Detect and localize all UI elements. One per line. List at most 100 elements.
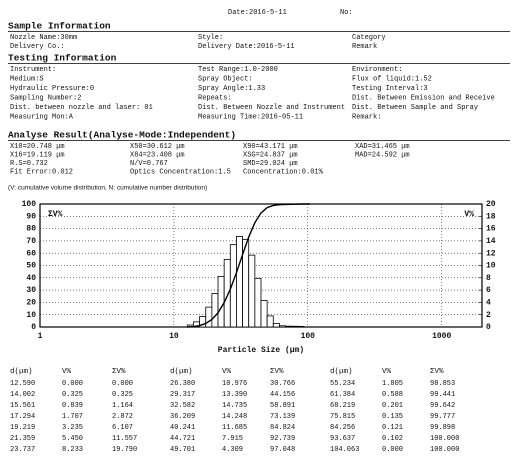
bar xyxy=(279,325,286,328)
bar xyxy=(254,277,262,328)
table-cell: 0.000 xyxy=(112,380,133,388)
info-field: Dist. Between Sample and Spray xyxy=(352,104,478,112)
info-field: Flux of liquid:1.52 xyxy=(352,75,432,83)
info-field: Medium:S xyxy=(10,75,44,83)
table-cell: 0.121 xyxy=(382,424,403,432)
table-cell: 6.107 xyxy=(112,424,133,432)
info-field: Spray Object: xyxy=(198,75,253,83)
y-tick-label: 80 xyxy=(26,225,36,234)
section-title: Testing Information xyxy=(8,53,117,64)
date: Date:2016-5-11 xyxy=(228,9,287,17)
info-field: X10=20.748 μm xyxy=(10,143,65,151)
y-tick-label: 100 xyxy=(22,200,37,209)
info-field: Concentration:0.01% xyxy=(243,168,324,176)
x-tick-label: 1000 xyxy=(432,332,451,341)
table-cell: 84.824 xyxy=(270,424,295,432)
x-axis-label: Particle Size (μm) xyxy=(218,346,304,355)
note: (V: cumulative volume distribution, N: c… xyxy=(8,185,207,192)
y2-tick-label: 10 xyxy=(486,262,496,271)
table-cell: 14.735 xyxy=(222,402,247,410)
table-header: d(μm) xyxy=(10,368,33,376)
bar xyxy=(266,315,274,328)
table-cell: 40.241 xyxy=(170,424,195,432)
table-cell: 104.063 xyxy=(330,446,359,454)
table-cell: 93.637 xyxy=(330,435,355,443)
info-field: X16=19.119 μm xyxy=(10,151,65,159)
table-cell: 100.000 xyxy=(430,435,459,443)
table-cell: 68.219 xyxy=(330,402,355,410)
y-tick-label: 10 xyxy=(26,311,36,320)
table-cell: 0.000 xyxy=(382,446,403,454)
table-cell: 84.256 xyxy=(330,424,355,432)
y2-tick-label: 12 xyxy=(486,249,496,258)
info-field: N/V=0.767 xyxy=(130,160,168,168)
x-tick-label: 1 xyxy=(38,332,43,341)
table-cell: 0.325 xyxy=(62,391,83,399)
table-header: V% xyxy=(222,368,232,376)
bar xyxy=(205,306,213,328)
table-cell: 75.815 xyxy=(330,413,355,421)
table-cell: 0.325 xyxy=(112,391,133,399)
table-cell: 73.139 xyxy=(270,413,295,421)
table-header: ΣV% xyxy=(430,368,444,376)
table-cell: 19.790 xyxy=(112,446,137,454)
info-field: Spray Angle:1.33 xyxy=(198,85,265,93)
number: No: xyxy=(340,9,353,17)
y-tick-label: 70 xyxy=(26,237,36,246)
info-field: MAD=24.592 μm xyxy=(355,151,410,159)
table-cell: 3.235 xyxy=(62,424,83,432)
bar xyxy=(260,300,268,328)
table-cell: 0.201 xyxy=(382,402,403,410)
table-cell: 99.642 xyxy=(430,402,455,410)
table-cell: 1.164 xyxy=(112,402,133,410)
table-cell: 36.209 xyxy=(170,413,195,421)
table-cell: 0.588 xyxy=(382,391,403,399)
legend-entry: V% xyxy=(464,210,474,219)
table-cell: 0.102 xyxy=(382,435,403,443)
info-field: Style: xyxy=(198,34,223,42)
y-tick-label: 90 xyxy=(26,212,36,221)
info-field: R.S=0.732 xyxy=(10,160,48,168)
table-header: d(μm) xyxy=(330,368,353,376)
table-header: d(μm) xyxy=(170,368,193,376)
y2-tick-label: 6 xyxy=(486,286,491,295)
info-field: Sampling Number:2 xyxy=(10,94,81,102)
info-field: Fit Error:0.012 xyxy=(10,168,73,176)
y-tick-label: 50 xyxy=(26,262,36,271)
table-cell: 7.915 xyxy=(222,435,243,443)
table-cell: 2.872 xyxy=(112,413,133,421)
y2-tick-label: 0 xyxy=(486,323,491,332)
y2-tick-label: 18 xyxy=(486,212,496,221)
table-cell: 0.135 xyxy=(382,413,403,421)
y2-tick-label: 2 xyxy=(486,311,491,320)
y2-tick-label: 16 xyxy=(486,225,496,234)
table-cell: 26.380 xyxy=(170,380,195,388)
info-field: X84=23.408 μm xyxy=(130,151,185,159)
table-header: V% xyxy=(62,368,72,376)
table-cell: 98.853 xyxy=(430,380,455,388)
info-field: Delivery Date:2016-5-11 xyxy=(198,43,295,51)
table-cell: 99.898 xyxy=(430,424,455,432)
table-cell: 97.048 xyxy=(270,446,295,454)
table-cell: 0.839 xyxy=(62,402,83,410)
info-field: Dist. Between Nozzle and Instrument xyxy=(198,104,345,112)
info-field: Measuring Mon:A xyxy=(10,113,74,121)
table-cell: 99.777 xyxy=(430,413,455,421)
info-field: XAD=31.465 μm xyxy=(355,143,410,151)
table-header: ΣV% xyxy=(112,368,126,376)
table-cell: 100.000 xyxy=(430,446,459,454)
info-field: Dist. between nozzle and laser: 01 xyxy=(10,104,153,112)
bar xyxy=(223,259,231,328)
table-cell: 11.685 xyxy=(222,424,247,432)
table-cell: 14.248 xyxy=(222,413,247,421)
table-cell: 55.234 xyxy=(330,380,355,388)
y-tick-label: 30 xyxy=(26,286,36,295)
bar xyxy=(297,325,305,328)
table-cell: 44.721 xyxy=(170,435,195,443)
section-title: Sample Information xyxy=(8,21,111,32)
table-cell: 5.450 xyxy=(62,435,83,443)
legend-entry: ΣV% xyxy=(48,210,63,219)
info-field: Category xyxy=(352,34,386,42)
table-cell: 19.219 xyxy=(10,424,35,432)
